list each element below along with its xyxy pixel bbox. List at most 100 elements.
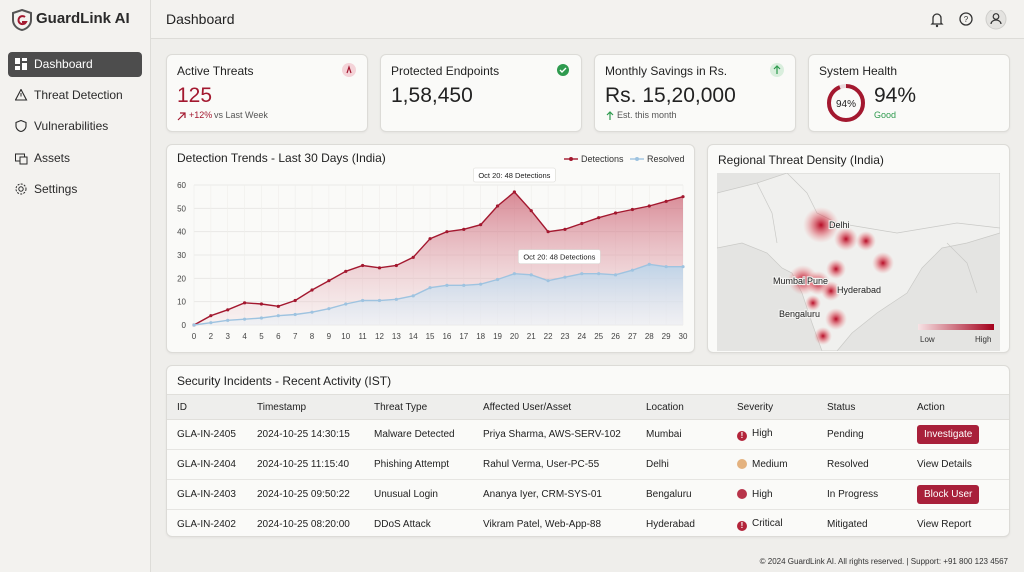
help-icon[interactable]: ? — [959, 12, 973, 26]
tooltip-box — [518, 249, 601, 264]
health-card: System Health 94% 94% Good — [808, 54, 1010, 132]
nav-item[interactable]: Settings — [8, 177, 142, 202]
action-button[interactable]: Investigate — [917, 425, 980, 444]
data-point — [681, 265, 685, 269]
x-tick-label: 20 — [510, 332, 519, 341]
data-point — [563, 275, 567, 279]
nav-item[interactable]: Threat Detection — [8, 83, 142, 108]
data-point — [462, 227, 466, 231]
data-point — [293, 312, 297, 317]
data-point — [580, 272, 584, 276]
data-point — [344, 269, 348, 273]
table-cell: GLA-IN-2404 — [167, 449, 247, 480]
severity-label: High — [752, 489, 773, 500]
chart-title: Detection Trends - Last 30 Days (India) — [177, 151, 386, 165]
data-point — [377, 298, 382, 303]
table-cell: Mumbai — [636, 419, 727, 450]
data-point — [394, 297, 398, 301]
x-tick-label: 28 — [645, 332, 654, 341]
health-gauge: 94% — [827, 84, 865, 122]
data-point — [411, 294, 415, 298]
legend-label: Detections — [581, 154, 624, 164]
nav-item[interactable]: Assets — [8, 146, 142, 171]
tooltip-text: Oct 20: 48 Detections — [523, 253, 595, 262]
x-tick-label: 25 — [594, 332, 603, 341]
data-point — [259, 302, 264, 306]
nav-item[interactable]: Vulnerabilities — [8, 114, 142, 139]
data-point — [647, 204, 651, 208]
x-tick-label: 17 — [459, 332, 468, 341]
map-title: Regional Threat Density (India) — [718, 153, 884, 167]
data-point — [192, 323, 196, 327]
incidents-panel: Security Incidents - Recent Activity (IS… — [166, 365, 1010, 537]
incident-row: GLA-IN-2402 2024-10-25 08:20:00 DDoS Attac… — [167, 509, 1009, 536]
incident-row: GLA-IN-2403 2024-10-25 09:50:22 Unusual Lo… — [167, 479, 1009, 510]
table-cell: In Progress — [817, 479, 907, 510]
data-point — [630, 268, 635, 272]
data-point — [529, 209, 533, 213]
city-label: Mumbai — [773, 276, 805, 286]
notifications-icon[interactable] — [930, 13, 944, 28]
card-value: 94% — [874, 84, 917, 107]
severity-dot: ! — [737, 521, 747, 531]
y-tick-label: 20 — [177, 274, 186, 283]
map-panel: Regional Threat Density (India) Delhi Mum… — [707, 144, 1010, 353]
x-tick-label: 26 — [611, 332, 620, 341]
data-point — [310, 310, 314, 314]
data-point — [327, 307, 331, 311]
active-threats-card: Active Threats 125 +12% vs Last Week — [166, 54, 368, 132]
table-cell: Resolved — [817, 449, 907, 480]
svg-text:?: ? — [964, 15, 969, 24]
nav-label: Dashboard — [34, 57, 93, 71]
column-header: Location — [636, 394, 727, 420]
data-point — [327, 279, 331, 283]
data-point — [394, 263, 398, 268]
x-tick-label: 13 — [392, 332, 401, 341]
data-point — [344, 302, 348, 306]
header-icons: ? — [930, 10, 1007, 30]
action-button[interactable]: Block User — [917, 485, 980, 504]
data-point — [664, 199, 668, 203]
nav-label: Assets — [34, 151, 71, 165]
data-point — [597, 216, 601, 220]
card-title: Active Threats — [177, 64, 254, 78]
nav-icon — [15, 120, 27, 133]
card-title: Monthly Savings in Rs. — [605, 64, 728, 78]
severity-label: Critical — [752, 518, 783, 529]
table-cell: Priya Sharma, AWS-SERV-102 — [473, 419, 636, 450]
data-point — [209, 321, 213, 325]
profile-icon[interactable] — [985, 10, 1007, 30]
table-cell: GLA-IN-2402 — [167, 509, 247, 536]
legend-label: Low — [920, 335, 935, 344]
table-cell: GLA-IN-2405 — [167, 419, 247, 450]
x-tick-label: 14 — [409, 332, 418, 341]
x-tick-label: 18 — [476, 332, 485, 341]
y-tick-label: 50 — [177, 204, 186, 213]
data-point — [462, 283, 466, 287]
action-link[interactable]: View Report — [917, 519, 972, 530]
table-cell: Ananya Iyer, CRM-SYS-01 — [473, 479, 636, 510]
trend-panel: Detection Trends - Last 30 Days (India) … — [166, 144, 695, 353]
action-cell: Block User — [907, 479, 1009, 510]
nav-item[interactable]: Dashboard — [8, 52, 142, 77]
health-status: Good — [874, 110, 897, 120]
x-tick-label: 15 — [426, 332, 435, 341]
legend-gradient — [918, 324, 994, 330]
incident-row: GLA-IN-2404 2024-10-25 11:15:40 Phishing A… — [167, 449, 1009, 480]
x-tick-label: 3 — [225, 332, 230, 341]
data-point — [613, 273, 618, 277]
x-tick-label: 30 — [679, 332, 688, 341]
top-bar — [151, 0, 1024, 39]
y-tick-label: 0 — [182, 321, 187, 330]
column-header: Threat Type — [364, 394, 473, 420]
check-icon — [557, 64, 569, 76]
legend-label: High — [975, 335, 991, 344]
x-tick-label: 27 — [628, 332, 637, 341]
incidents-table: ID Timestamp Threat Type Affected User/Asse… — [167, 394, 1009, 536]
action-link[interactable]: View Details — [917, 459, 972, 470]
action-cell: View Report — [907, 509, 1009, 536]
x-tick-label: 10 — [341, 332, 350, 341]
sidebar: GuardLink AI Dashboard Threat Detection Vu… — [0, 0, 151, 572]
data-point — [613, 211, 618, 215]
data-point — [563, 227, 567, 231]
